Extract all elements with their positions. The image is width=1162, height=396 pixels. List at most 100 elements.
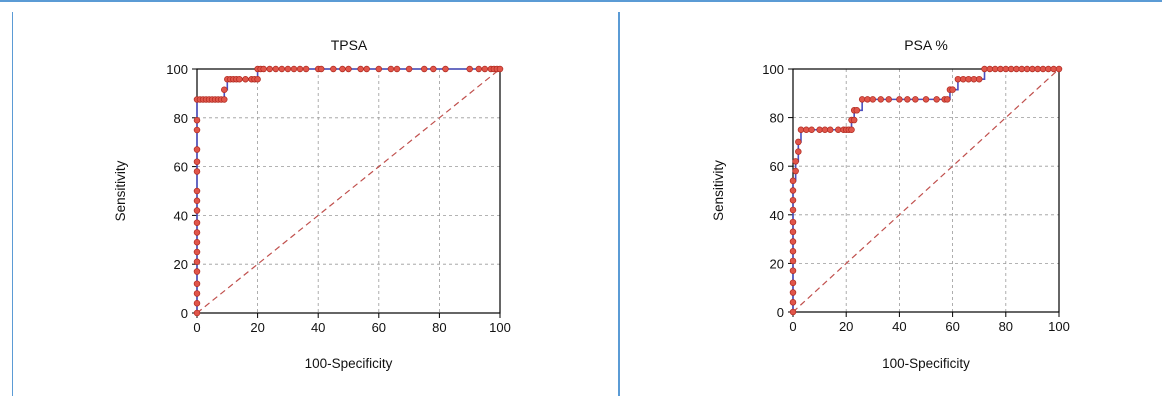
roc-point bbox=[193, 116, 201, 124]
y-axis-label: Sensitivity bbox=[113, 160, 128, 221]
x-tick-label: 0 bbox=[789, 319, 796, 334]
roc-point bbox=[1018, 65, 1026, 73]
roc-point bbox=[242, 75, 249, 83]
roc-point bbox=[981, 65, 988, 73]
roc-point bbox=[254, 75, 261, 83]
roc-point bbox=[1050, 65, 1057, 73]
roc-point bbox=[278, 65, 286, 73]
roc-point bbox=[949, 86, 956, 93]
roc-panel-psa-percent: PSA % 0 20 40 60 80 100 0 20 40 60 80 100 100-Specifi… bbox=[618, 12, 1162, 396]
roc-point bbox=[193, 290, 201, 297]
roc-point bbox=[965, 75, 972, 83]
roc-point bbox=[864, 96, 871, 103]
x-tick-label: 20 bbox=[839, 319, 853, 334]
y-tick-label: 20 bbox=[770, 256, 784, 271]
roc-point bbox=[405, 65, 413, 73]
y-tick-label: 0 bbox=[181, 306, 188, 321]
roc-point bbox=[260, 65, 267, 73]
roc-point bbox=[789, 248, 797, 255]
roc-point bbox=[266, 65, 273, 73]
window-frame-top bbox=[0, 0, 1162, 14]
roc-point bbox=[896, 96, 903, 103]
x-tick-label: 100 bbox=[489, 320, 511, 335]
roc-point bbox=[193, 258, 201, 266]
roc-point bbox=[193, 197, 201, 205]
roc-point bbox=[339, 65, 346, 73]
roc-point bbox=[193, 146, 201, 153]
x-tick-label: 40 bbox=[892, 319, 906, 334]
roc-point bbox=[885, 96, 893, 103]
roc-point bbox=[193, 219, 201, 226]
y-tick-label: 80 bbox=[174, 111, 188, 126]
roc-point bbox=[193, 229, 201, 236]
y-tick-label: 40 bbox=[770, 208, 784, 223]
roc-point bbox=[475, 65, 483, 73]
roc-point bbox=[236, 75, 243, 83]
roc-point bbox=[1013, 65, 1020, 73]
roc-point bbox=[789, 228, 797, 236]
y-tick-label: 100 bbox=[166, 62, 188, 77]
x-tick-label: 80 bbox=[999, 319, 1013, 334]
roc-point bbox=[986, 65, 994, 73]
roc-point bbox=[789, 177, 797, 185]
roc-point bbox=[221, 96, 228, 103]
roc-point bbox=[466, 65, 473, 73]
roc-point bbox=[944, 96, 951, 103]
roc-point bbox=[375, 65, 383, 73]
x-tick-label: 60 bbox=[945, 319, 959, 334]
roc-chart-tpsa: TPSA 0 20 40 60 80 100 0 20 40 60 80 100 100-Specific… bbox=[113, 37, 511, 371]
y-tick-label: 80 bbox=[770, 111, 784, 126]
roc-point bbox=[789, 187, 797, 194]
roc-point bbox=[393, 65, 401, 73]
x-tick-label: 80 bbox=[432, 320, 446, 335]
roc-point bbox=[221, 86, 228, 93]
roc-point bbox=[302, 65, 310, 73]
roc-point bbox=[357, 65, 364, 73]
y-tick-label: 40 bbox=[174, 208, 188, 223]
roc-point bbox=[789, 299, 797, 306]
roc-point bbox=[792, 167, 799, 175]
y-axis-label: Sensitivity bbox=[711, 160, 726, 221]
roc-point bbox=[991, 65, 999, 73]
roc-point bbox=[821, 126, 829, 133]
roc-point bbox=[284, 65, 292, 73]
y-tick-label: 100 bbox=[762, 62, 784, 77]
roc-point bbox=[789, 218, 797, 226]
y-tick-label: 60 bbox=[770, 159, 784, 174]
roc-point bbox=[193, 126, 201, 134]
roc-point bbox=[789, 308, 797, 316]
roc-point bbox=[1039, 65, 1047, 73]
roc-point bbox=[193, 187, 201, 195]
roc-point bbox=[789, 279, 797, 287]
roc-point bbox=[912, 96, 919, 103]
roc-point bbox=[826, 126, 834, 133]
roc-point bbox=[816, 126, 823, 133]
roc-point bbox=[848, 126, 855, 133]
roc-point bbox=[193, 309, 201, 317]
roc-point bbox=[853, 107, 861, 114]
x-axis-label: 100-Specificity bbox=[882, 356, 970, 371]
roc-point bbox=[797, 126, 805, 133]
roc-point bbox=[1002, 65, 1010, 73]
roc-point bbox=[363, 65, 370, 73]
roc-point bbox=[808, 126, 815, 133]
roc-point bbox=[850, 116, 858, 124]
roc-point bbox=[1055, 65, 1063, 73]
roc-point bbox=[430, 65, 437, 73]
roc-point bbox=[1045, 65, 1052, 73]
roc-point bbox=[803, 126, 810, 133]
roc-point bbox=[869, 96, 877, 103]
roc-point bbox=[789, 289, 797, 296]
chart-title: TPSA bbox=[331, 37, 368, 53]
roc-point bbox=[387, 65, 395, 73]
roc-panel-tpsa: TPSA 0 20 40 60 80 100 0 20 40 60 80 100 100-Specific… bbox=[12, 12, 620, 396]
roc-point bbox=[193, 299, 201, 307]
roc-point bbox=[317, 65, 325, 73]
roc-point bbox=[1034, 65, 1041, 73]
y-tick-label: 0 bbox=[777, 305, 784, 320]
x-tick-label: 20 bbox=[250, 320, 264, 335]
roc-point bbox=[442, 65, 449, 73]
roc-point bbox=[997, 65, 1004, 73]
roc-point bbox=[496, 65, 504, 73]
roc-point bbox=[193, 207, 201, 214]
